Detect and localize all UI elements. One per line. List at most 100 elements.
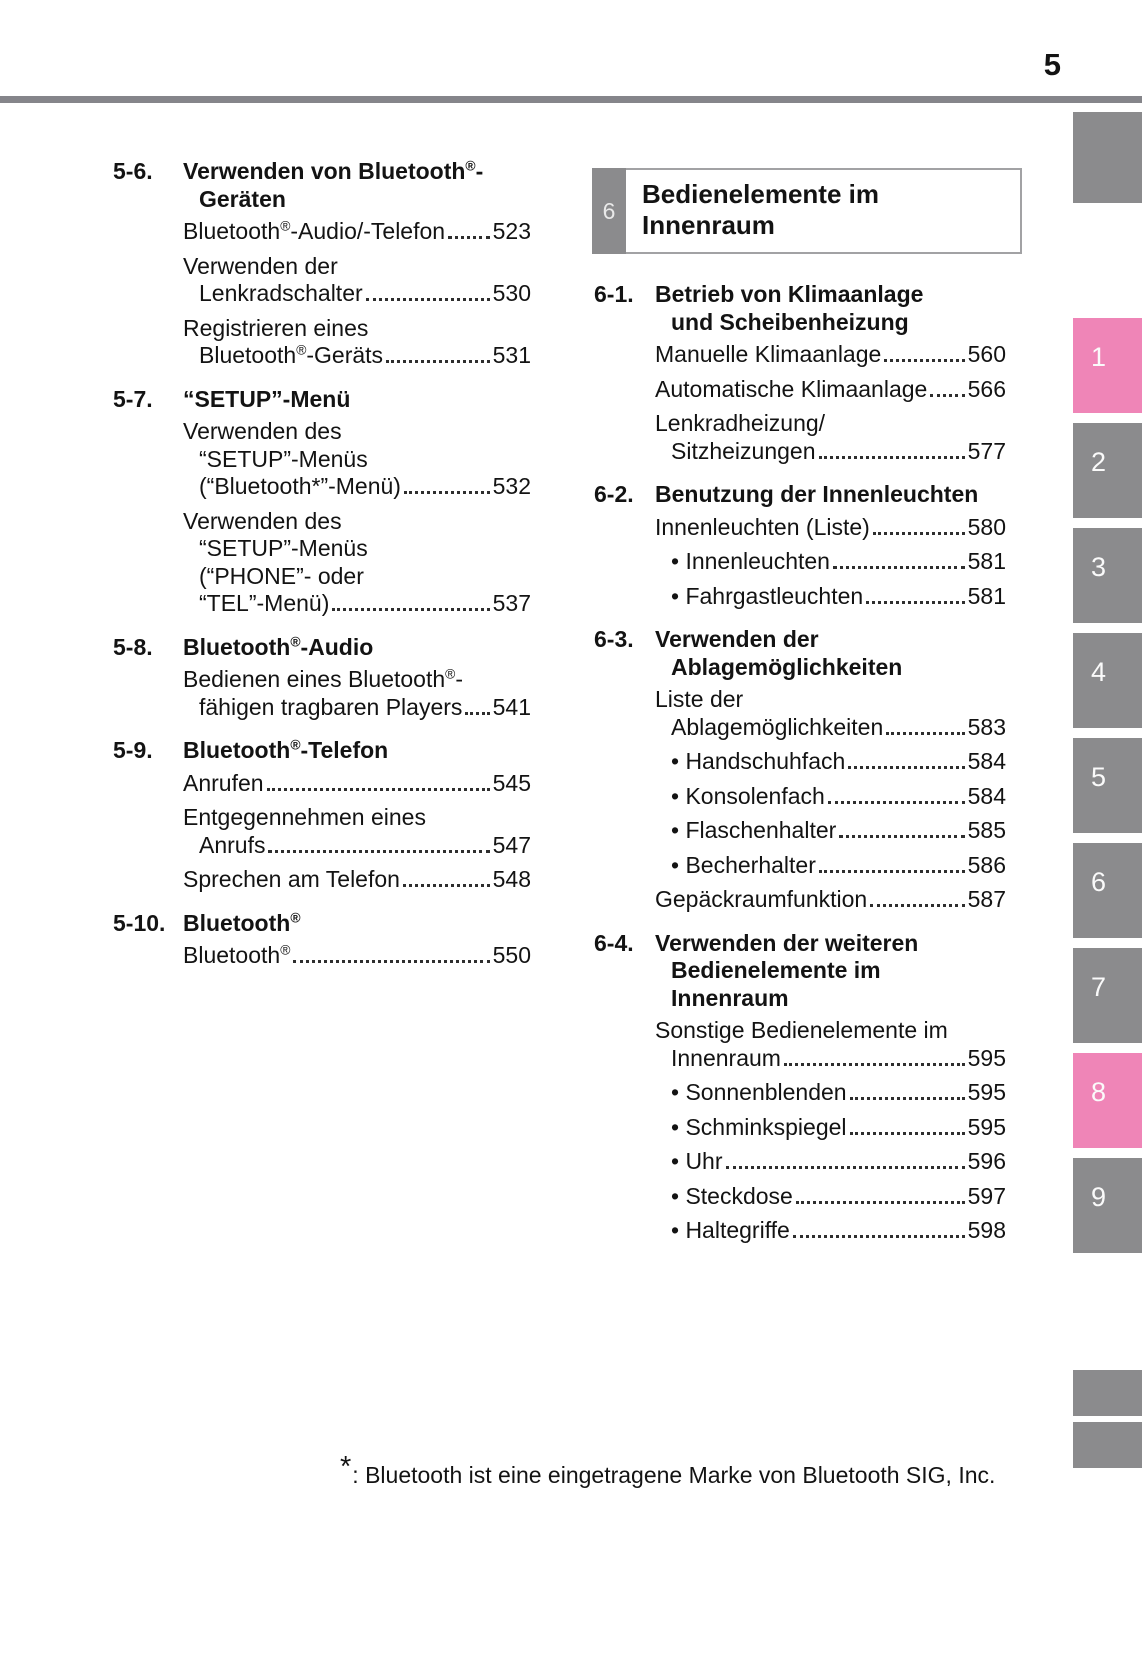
entry-text: Automatische Klimaanlage: [655, 375, 928, 402]
toc-entry: Lenkradheizung/Sitzheizungen 577: [655, 410, 1006, 465]
toc-entry: Entgegennehmen eines Anrufs 547: [183, 804, 531, 859]
toc-entry: Verwenden des “SETUP”-Menüs (“Bluetooth*”-…: [183, 418, 531, 501]
footnote: *: Bluetooth ist eine eingetragene Marke…: [340, 1451, 995, 1491]
chapter-tab-blank-bottom: [1073, 1370, 1142, 1416]
chapter-tab-blank-top: [1073, 112, 1142, 203]
section-body: “SETUP”-Menü Verwenden des “SETUP”-Menüs (“…: [183, 386, 531, 625]
toc-entry: Automatische Klimaanlage 566: [655, 376, 1006, 404]
entry-text: Anrufs: [199, 831, 266, 858]
toc-section-5-10: 5-10. Bluetooth® Bluetooth® 550: [113, 910, 531, 977]
entry-text: • Haltegriffe: [671, 1217, 790, 1243]
toc-section-5-9: 5-9. Bluetooth®-Telefon Anrufen 545 Entgegen…: [113, 737, 531, 901]
leader-dots: [266, 787, 490, 791]
section-body: Verwenden von Bluetooth®- Geräten Bluetoot…: [183, 158, 531, 377]
section-number: 5-7.: [113, 385, 153, 412]
entry-text: Ablagemöglichkeiten: [671, 713, 884, 740]
section-body: Bluetooth®-Audio Bedienen eines Bluetooth…: [183, 634, 531, 729]
leader-dots: [870, 904, 965, 907]
leader-dots: [293, 960, 490, 963]
entry-text: Liste der: [655, 686, 744, 712]
leader-dots: [268, 849, 490, 853]
leader-dots: [839, 835, 965, 838]
chapter-tab-label: 9: [1090, 1182, 1107, 1212]
section-number: 5-9.: [113, 737, 153, 763]
leader-dots: [884, 359, 965, 362]
toc-entry: • Flaschenhalter 585: [655, 817, 1006, 845]
page-ref: 596: [967, 1148, 1006, 1174]
page-ref: 523: [492, 218, 531, 244]
chapter-title: Bedienelemente im Innenraum: [642, 179, 879, 240]
entry-text: Verwenden des: [183, 507, 342, 534]
page-ref: 548: [492, 866, 531, 892]
toc-entry: • Handschuhfach 584: [655, 748, 1006, 776]
section-number: 5-10.: [113, 909, 166, 936]
section-title: Bluetooth®-Telefon: [183, 737, 389, 763]
chapter-tab-label: 3: [1090, 552, 1107, 582]
chapter-tab-9: 9: [1073, 1158, 1142, 1253]
chapter-tab-2: 2: [1073, 423, 1142, 518]
entry-text: Entgegennehmen eines: [183, 804, 426, 830]
toc-section-6-4: 6-4. Verwenden der weiteren Bedienelemente…: [594, 930, 1006, 1252]
page-ref: 541: [492, 693, 531, 720]
page-ref: 577: [967, 437, 1006, 464]
page-ref: 584: [967, 748, 1006, 774]
chapter-tab-1: 1: [1073, 318, 1142, 413]
entry-text: • Handschuhfach: [671, 748, 846, 774]
toc-entry: • Uhr 596: [655, 1148, 1006, 1176]
leader-dots: [402, 884, 490, 887]
entry-text: (“PHONE”- oder: [199, 562, 364, 589]
entry-text: Gepäckraumfunktion: [655, 886, 868, 912]
chapter-tab-6: 6: [1073, 843, 1142, 938]
leader-dots: [386, 360, 490, 363]
entry-text: Sitzheizungen: [671, 437, 816, 464]
section-title: Betrieb von Klimaanlage und Scheibenheizu…: [655, 281, 924, 335]
page-ref: 547: [492, 831, 531, 858]
leader-dots: [827, 800, 965, 804]
section-title: Verwenden der weiteren Bedienelemente im I…: [655, 929, 919, 1011]
chapter-number-badge: 6: [592, 168, 626, 254]
leader-dots: [886, 731, 965, 735]
chapter-tab-8: 8: [1073, 1053, 1142, 1148]
toc-entry: • Schminkspiegel 595: [655, 1114, 1006, 1142]
page-ref: 560: [967, 341, 1006, 367]
leader-dots: [866, 600, 965, 604]
entry-text: • Konsolenfach: [671, 782, 825, 809]
chapter-tab-label: 1: [1090, 342, 1107, 372]
leader-dots: [832, 566, 965, 569]
chapter-header-box: 6 Bedienelemente im Innenraum: [592, 168, 1022, 254]
toc-entry: • Becherhalter 586: [655, 852, 1006, 880]
entry-text: (“Bluetooth*”-Menü): [199, 473, 401, 499]
entry-text: • Schminkspiegel: [671, 1113, 847, 1140]
entry-text: • Innenleuchten: [671, 548, 830, 574]
chapter-tab-label: 4: [1090, 657, 1107, 687]
footnote-asterisk: *: [340, 1451, 352, 1483]
section-body: Verwenden der weiteren Bedienelemente im I…: [655, 930, 1006, 1252]
entry-text: Bluetooth®-Audio/-Telefon: [183, 218, 446, 244]
page-ref: 531: [492, 342, 531, 368]
entry-text: Verwenden der: [183, 252, 338, 279]
leader-dots: [818, 869, 965, 873]
toc-section-5-6: 5-6. Verwenden von Bluetooth®- Geräten Blue…: [113, 158, 531, 377]
section-body: Bluetooth® Bluetooth® 550: [183, 910, 531, 977]
leader-dots: [725, 1166, 965, 1169]
entry-text: Bedienen eines Bluetooth®-: [183, 666, 463, 692]
toc-entry: • Steckdose 597: [655, 1183, 1006, 1211]
leader-dots: [465, 711, 490, 715]
section-body: Bluetooth®-Telefon Anrufen 545 Entgegennehm…: [183, 737, 531, 901]
section-body: Betrieb von Klimaanlage und Scheibenheizu…: [655, 281, 1006, 472]
leader-dots: [795, 1200, 965, 1204]
entry-text: Bluetooth®-Geräts: [199, 342, 384, 368]
leader-dots: [872, 531, 965, 535]
section-title: “SETUP”-Menü: [183, 385, 351, 412]
page-ref: 566: [967, 375, 1006, 402]
leader-dots: [365, 298, 490, 301]
chapter-tab-5: 5: [1073, 738, 1142, 833]
entry-text: Verwenden des: [183, 418, 342, 444]
entry-text: Innenraum: [671, 1044, 781, 1071]
entry-text: • Uhr: [671, 1148, 723, 1174]
entry-text: Registrieren eines: [183, 314, 369, 341]
section-number: 6-2.: [594, 481, 634, 507]
leader-dots: [849, 1097, 965, 1100]
chapter-tab-4: 4: [1073, 633, 1142, 728]
